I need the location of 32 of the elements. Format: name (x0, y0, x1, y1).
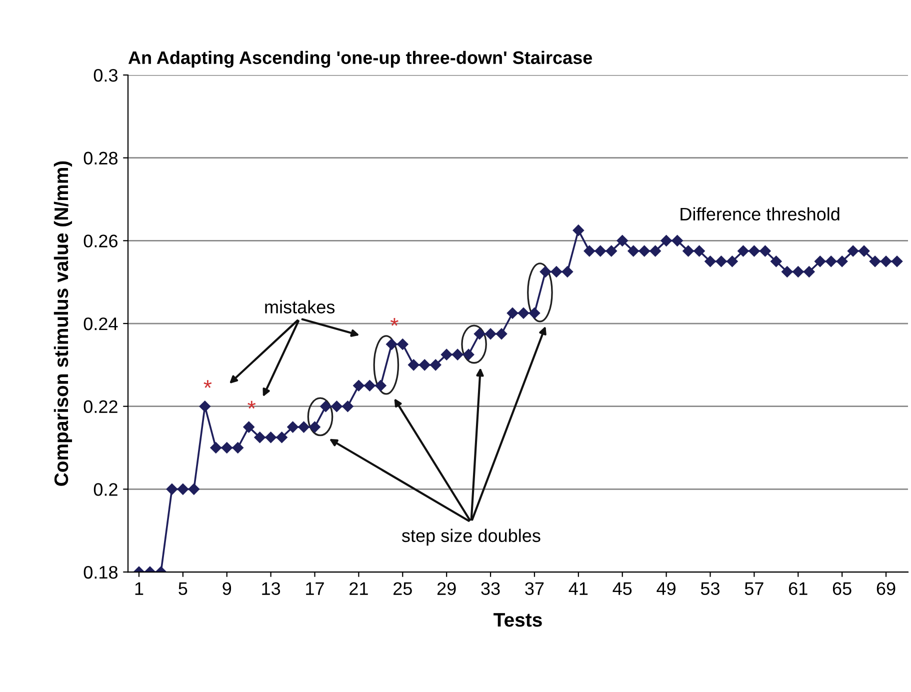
y-tick-label: 0.28 (84, 152, 118, 165)
x-tick-label: 49 (656, 582, 676, 595)
annotation: step size doubles (402, 528, 540, 546)
x-tick-label: 33 (481, 582, 500, 595)
y-tick-label: 0.26 (84, 234, 118, 248)
x-tick-label: 1 (135, 582, 144, 595)
x-tick-label: 61 (789, 582, 808, 595)
y-axis-title: Comparison stimulus value (N/mm) (54, 161, 72, 486)
x-tick-label: 9 (222, 582, 232, 595)
x-tick-label: 65 (832, 582, 852, 595)
x-tick-label: 17 (306, 582, 324, 595)
x-tick-label: 57 (744, 582, 764, 595)
y-tick-label: 0.3 (94, 68, 118, 82)
annotation: Difference threshold (680, 207, 840, 221)
chart-title: An Adapting Ascending 'one-up three-down' Staircase (128, 50, 592, 68)
x-tick-label: 13 (262, 582, 280, 595)
y-tick-label: 0.24 (84, 317, 118, 330)
y-tick-label: 0.2 (94, 483, 118, 496)
x-tick-label: 69 (876, 582, 896, 595)
y-tick-label: 0.22 (84, 400, 118, 414)
x-tick-label: 21 (350, 582, 368, 595)
x-tick-label: 5 (178, 582, 188, 595)
annotation: * (204, 380, 212, 388)
y-tick-label: 0.18 (84, 566, 118, 579)
annotation: mistakes (265, 300, 335, 314)
x-tick-label: 41 (568, 582, 588, 595)
x-tick-label: 45 (612, 582, 632, 595)
x-tick-label: 25 (394, 582, 412, 595)
x-tick-label: 29 (437, 582, 456, 595)
x-tick-label: 37 (525, 582, 544, 595)
x-axis-title: Tests (494, 613, 542, 627)
x-tick-label: 53 (700, 582, 720, 595)
